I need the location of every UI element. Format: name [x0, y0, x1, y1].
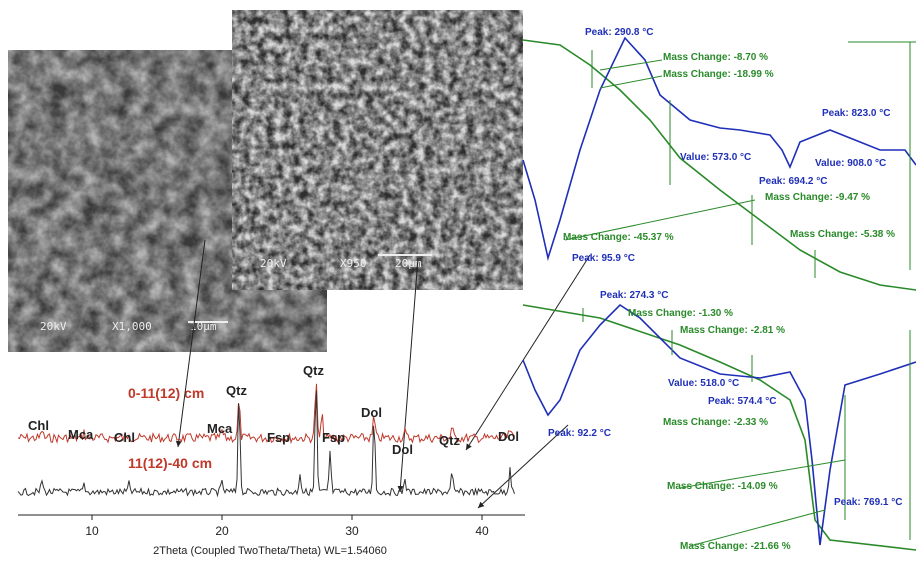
- peak-label: Dol: [392, 442, 413, 457]
- x-tick-label: 30: [345, 524, 359, 538]
- thermal-label: Peak: 694.2 °C: [759, 176, 828, 187]
- sample-label: 11(12)-40 cm: [128, 455, 212, 471]
- sample-label: 0-11(12) cm: [128, 385, 204, 401]
- thermal-label: Value: 908.0 °C: [815, 158, 886, 169]
- thermal-label: Mass Change: -45.37 %: [563, 232, 674, 243]
- sem-magnification: X1,000: [112, 320, 152, 333]
- x-tick-label: 10: [85, 524, 99, 538]
- thermal-label: Value: 518.0 °C: [668, 378, 739, 389]
- thermal-label: Peak: 769.1 °C: [834, 497, 903, 508]
- thermal-label: Mass Change: -5.38 %: [790, 229, 895, 240]
- peak-label: Mca: [68, 427, 94, 442]
- x-tick-label: 40: [475, 524, 489, 538]
- figure: 20kV X1,000 10μm 20kV X950 20μm 2Theta (…: [0, 0, 916, 561]
- thermal-label: Peak: 95.9 °C: [572, 253, 635, 264]
- peak-label: Qtz: [439, 433, 460, 448]
- thermal-label: Mass Change: -14.09 %: [667, 481, 778, 492]
- sem-voltage: 20kV: [40, 320, 67, 333]
- sem-voltage: 20kV: [260, 257, 287, 270]
- peak-label: Mca: [207, 421, 233, 436]
- thermal-label: Peak: 92.2 °C: [548, 428, 611, 439]
- peak-label: Fsp: [322, 430, 345, 445]
- thermal-label: Mass Change: -8.70 %: [663, 52, 768, 63]
- peak-label: Fsp: [267, 430, 290, 445]
- thermal-label: Mass Change: -21.66 %: [680, 541, 791, 552]
- peak-label: Qtz: [226, 383, 247, 398]
- peak-label: Dol: [361, 405, 382, 420]
- thermal-label: Mass Change: -2.81 %: [680, 325, 785, 336]
- peak-label: Chl: [28, 418, 49, 433]
- peak-label: Dol: [498, 429, 519, 444]
- thermal-label: Mass Change: -9.47 %: [765, 192, 870, 203]
- thermal-label: Peak: 574.4 °C: [708, 396, 777, 407]
- sem-magnification: X950: [340, 257, 367, 270]
- x-axis-label: 2Theta (Coupled TwoTheta/Theta) WL=1.540…: [153, 545, 387, 557]
- thermal-label: Peak: 290.8 °C: [585, 27, 654, 38]
- thermal-label: Value: 573.0 °C: [680, 152, 751, 163]
- thermal-label: Mass Change: -18.99 %: [663, 69, 774, 80]
- thermal-label: Peak: 823.0 °C: [822, 108, 891, 119]
- thermal-label: Peak: 274.3 °C: [600, 290, 669, 301]
- thermal-label: Mass Change: -2.33 %: [663, 417, 768, 428]
- peak-label: Qtz: [303, 363, 324, 378]
- peak-label: Chl: [114, 430, 135, 445]
- thermal-label: Mass Change: -1.30 %: [628, 308, 733, 319]
- x-tick-label: 20: [215, 524, 229, 538]
- sem-image-2: [232, 10, 523, 290]
